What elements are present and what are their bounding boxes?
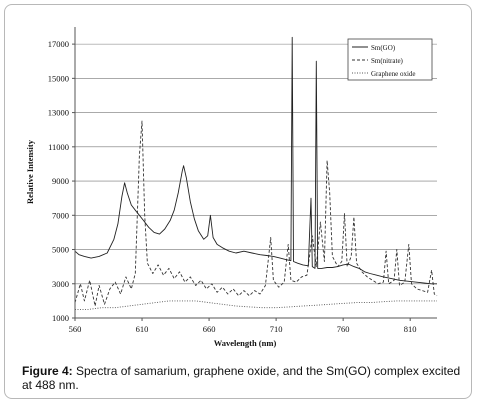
series-line-sm-nitrate	[74, 120, 438, 307]
axes	[74, 27, 437, 319]
y-tick-labels: 1000 3000 5000 7000 9000 11000 13000 15000 17000	[48, 39, 75, 323]
caption-text: Spectra of samarium, graphene oxide, and…	[22, 364, 461, 392]
figure-caption: Figure 4: Spectra of samarium, graphene …	[22, 364, 462, 392]
y-tick-label-17000: 17000	[48, 39, 69, 49]
x-tick-label-810: 810	[404, 324, 417, 334]
y-tick-label-13000: 13000	[48, 108, 69, 118]
y-tick-label-1000: 1000	[52, 313, 69, 323]
x-tick-labels: 560 610 660 710 760 810	[69, 318, 417, 334]
series-line-sm-go	[74, 36, 437, 285]
caption-label: Figure 4:	[22, 364, 73, 378]
y-axis-title: Relative Intensity	[25, 139, 35, 204]
legend-label-sm-nitrate: Sm(nitrate)	[371, 57, 404, 65]
x-tick-label-710: 710	[270, 324, 283, 334]
y-tick-label-5000: 5000	[52, 245, 69, 255]
series-line-graphene-oxide	[75, 300, 437, 310]
x-tick-label-660: 660	[203, 324, 216, 334]
x-tick-label-760: 760	[337, 324, 350, 334]
legend-label-sm-go: Sm(GO)	[371, 44, 396, 52]
legend-label-graphene-oxide: Graphene oxide	[371, 70, 416, 78]
y-tick-label-15000: 15000	[48, 73, 69, 83]
y-tick-label-7000: 7000	[52, 210, 69, 220]
y-tick-label-9000: 9000	[52, 176, 69, 186]
series-layer	[74, 36, 438, 310]
gridlines	[75, 43, 437, 319]
legend: Sm(GO) Sm(nitrate) Graphene oxide	[347, 38, 433, 81]
x-tick-label-610: 610	[136, 324, 149, 334]
x-tick-label-560: 560	[69, 324, 82, 334]
y-tick-label-3000: 3000	[52, 279, 69, 289]
x-axis-title: Wavelength (nm)	[214, 338, 277, 348]
y-tick-label-11000: 11000	[48, 142, 69, 152]
